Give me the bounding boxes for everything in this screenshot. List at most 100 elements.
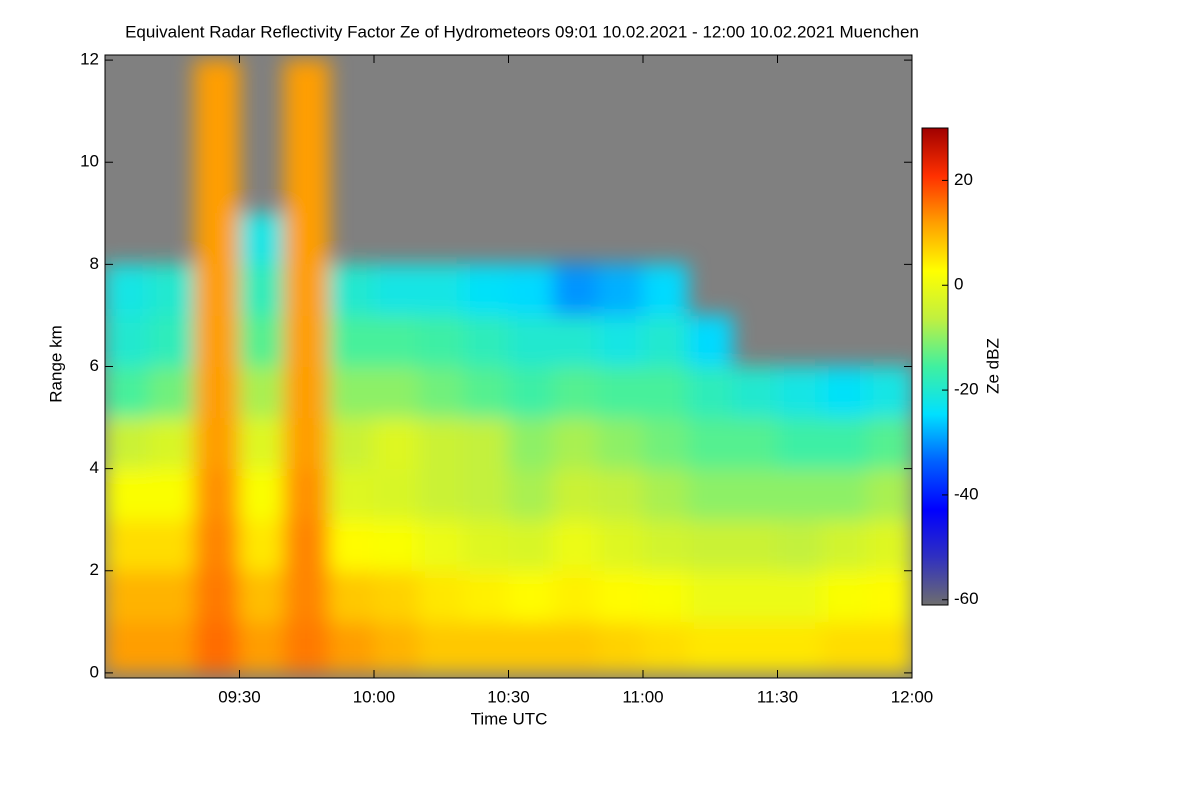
heatmap-cell [283,468,330,521]
heatmap-cell [283,212,330,265]
colorbar-tick-label: -60 [954,589,979,608]
heatmap-cell [194,110,240,163]
heatmap-cell [283,59,330,112]
heatmap-cell [777,366,823,419]
heatmap-cell [239,621,285,674]
heatmap-cell [283,161,330,214]
heatmap-cell [642,263,689,316]
heatmap-cell [418,621,465,674]
heatmap-cell [105,570,151,623]
heatmap-cell [418,314,465,367]
heatmap-cell [687,519,734,572]
colorbar-tick-label: 20 [954,170,973,189]
heatmap-cell [239,570,285,623]
heatmap-cell [283,366,330,419]
heatmap-cell [597,417,644,470]
heatmap-cell [239,314,285,367]
heatmap-cell [149,468,196,521]
heatmap-cell [328,519,375,572]
heatmap-cell [463,263,509,316]
heatmap-cell [373,366,420,419]
y-tick-label: 4 [90,458,99,477]
heatmap-cell [373,570,420,623]
heatmap-cell [821,519,868,572]
heatmap-cell [777,570,823,623]
heatmap-cell [508,417,554,470]
y-tick-label: 12 [80,50,99,69]
x-tick-label: 10:00 [353,687,396,706]
heatmap-cell [149,314,196,367]
heatmap-cell [687,468,734,521]
heatmap-cell [328,263,375,316]
colorbar-label: Ze dBZ [983,338,1002,394]
heatmap-cell [194,621,240,674]
heatmap-cell [194,314,240,367]
heatmap-cell [194,519,240,572]
heatmap-cell [821,621,868,674]
y-axis-label: Range km [46,325,65,402]
heatmap-cell [642,314,689,367]
heatmap-cell [239,212,285,265]
heatmap-cell [239,468,285,521]
heatmap-cell [597,519,644,572]
heatmap-cell [508,263,554,316]
heatmap-cell [239,519,285,572]
y-tick-label: 0 [90,662,99,681]
heatmap-cell [194,366,240,419]
heatmap-cell [149,263,196,316]
heatmap-cell [732,570,778,623]
heatmap-cell [866,570,912,623]
heatmap-cell [463,570,509,623]
x-tick-label: 09:30 [218,687,261,706]
heatmap-cell [866,366,912,419]
heatmap-cell [328,417,375,470]
heatmap-cell [283,110,330,163]
heatmap-cell [283,417,330,470]
heatmap-cell [463,621,509,674]
heatmap-cell [105,417,151,470]
heatmap-cell [283,519,330,572]
heatmap-cell [149,417,196,470]
heatmap-cell [508,621,554,674]
heatmap-cell [463,366,509,419]
heatmap-cell [105,519,151,572]
heatmap-cell [821,417,868,470]
heatmap-cell [821,570,868,623]
heatmap-cell [463,519,509,572]
heatmap-cell [373,263,420,316]
heatmap-cell [597,314,644,367]
heatmap-cell [283,570,330,623]
heatmap-cell [866,621,912,674]
heatmap-cell [597,570,644,623]
heatmap-cell [642,519,689,572]
heatmap-cell [508,570,554,623]
heatmap-cell [328,468,375,521]
heatmap-cell [642,621,689,674]
heatmap-cell [597,621,644,674]
heatmap-cell [777,468,823,521]
heatmap-cell [687,314,734,367]
heatmap-cell [597,263,644,316]
heatmap-cell [194,468,240,521]
heatmap-cell [328,570,375,623]
heatmap-cell [821,468,868,521]
heatmap-cell [552,570,599,623]
heatmap-cell [149,366,196,419]
heatmap-cell [239,366,285,419]
colorbar [921,127,949,606]
heatmap-cell [418,468,465,521]
heatmap-cell [105,366,151,419]
heatmap-cell [328,621,375,674]
heatmap-cell [194,161,240,214]
heatmap-cell [105,263,151,316]
heatmap-cell [508,314,554,367]
x-tick-label: 11:30 [757,687,798,706]
heatmap-cell [283,621,330,674]
heatmap-cell [552,366,599,419]
heatmap-cell [463,417,509,470]
heatmap-cell [552,468,599,521]
y-tick-label: 2 [90,560,99,579]
x-tick-label: 11:00 [622,687,663,706]
heatmap-cell [552,621,599,674]
heatmap-cell [194,212,240,265]
